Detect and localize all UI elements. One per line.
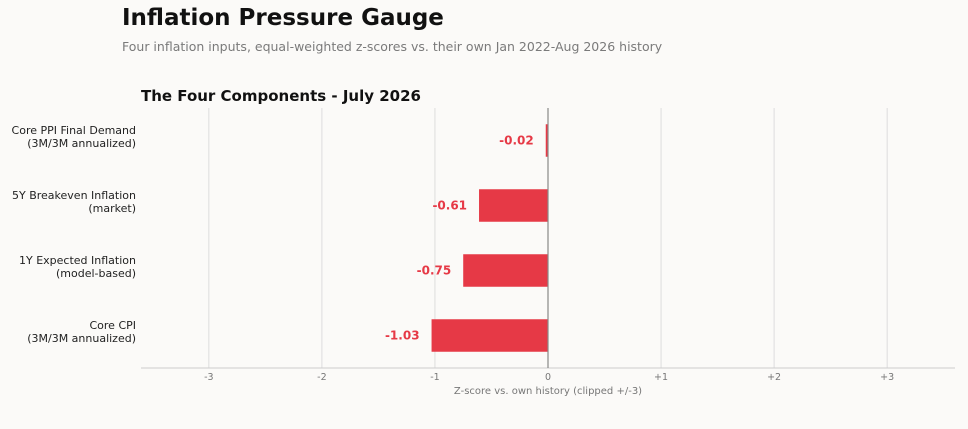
x-axis-label: Z-score vs. own history (clipped +/-3) — [454, 386, 642, 397]
x-tick-label: -3 — [204, 372, 213, 383]
data-label: -1.03 — [385, 329, 420, 343]
y-tick-label: (3M/3M annualized) — [27, 332, 136, 345]
bar — [463, 254, 548, 287]
page-subtitle: Four inflation inputs, equal-weighted z-… — [122, 39, 663, 54]
bar — [431, 319, 548, 352]
y-tick-label: Core PPI Final Demand — [12, 124, 136, 137]
data-label: -0.61 — [432, 199, 467, 213]
y-tick-label: (model-based) — [56, 267, 136, 280]
x-tick-label: -2 — [317, 372, 326, 383]
chart-title: The Four Components - July 2026 — [141, 87, 421, 105]
x-tick-label: +2 — [767, 372, 781, 383]
y-tick-label: 5Y Breakeven Inflation — [12, 189, 136, 202]
y-tick-label: Core CPI — [89, 319, 136, 332]
bar — [479, 189, 548, 222]
x-tick-label: +3 — [880, 372, 894, 383]
bar — [545, 124, 548, 157]
data-label: -0.75 — [417, 264, 452, 278]
y-tick-label: (market) — [88, 202, 136, 215]
x-tick-label: -1 — [430, 372, 439, 383]
x-tick-label: +1 — [654, 372, 668, 383]
data-label: -0.02 — [499, 134, 534, 148]
y-tick-label: 1Y Expected Inflation — [19, 254, 136, 267]
x-tick-label: 0 — [545, 372, 551, 383]
y-tick-label: (3M/3M annualized) — [27, 137, 136, 150]
page-title: Inflation Pressure Gauge — [122, 5, 444, 31]
